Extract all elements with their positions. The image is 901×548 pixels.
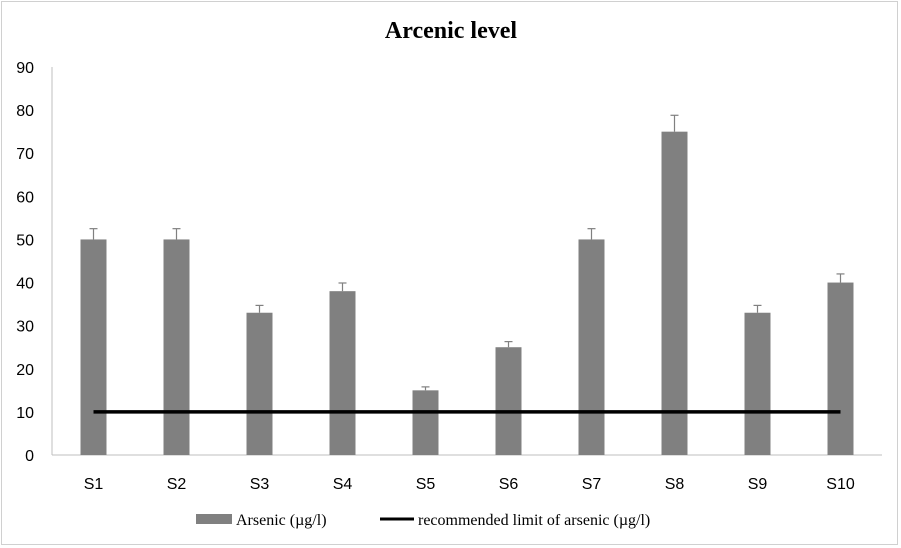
x-tick-label: S2 (167, 476, 187, 493)
x-axis: S1 S2 S3 S4 S5 S6 S7 S8 S9 S10 (52, 454, 882, 493)
y-tick-label: 70 (16, 146, 34, 163)
bar-s7 (578, 239, 605, 455)
bar-s6 (495, 347, 522, 455)
legend-label-arsenic: Arsenic (µg/l) (236, 512, 327, 529)
x-tick-label: S9 (748, 476, 768, 493)
y-tick-label: 50 (16, 232, 34, 249)
x-tick-label: S3 (250, 476, 270, 493)
bar-s8 (661, 131, 688, 455)
y-axis: 0 10 20 30 40 50 60 70 80 90 (16, 60, 53, 465)
bars (80, 131, 854, 455)
bar-s5 (412, 390, 439, 455)
chart-title: Arcenic level (385, 18, 517, 44)
y-tick-label: 60 (16, 189, 34, 206)
y-tick-label: 90 (16, 60, 34, 77)
x-tick-label: S4 (333, 476, 353, 493)
bar-s1 (80, 239, 107, 455)
y-tick-label: 80 (16, 103, 34, 120)
bar-s10 (827, 282, 854, 455)
legend-label-limit: recommended limit of arsenic (µg/l) (418, 512, 650, 529)
legend-swatch-arsenic (196, 514, 232, 524)
y-tick-label: 20 (16, 362, 34, 379)
bar-s3 (246, 312, 273, 455)
bar-s2 (163, 239, 190, 455)
x-tick-label: S10 (826, 476, 855, 493)
error-bars (89, 114, 845, 391)
x-tick-label: S5 (416, 476, 436, 493)
bar-s4 (329, 291, 356, 455)
y-tick-label: 0 (25, 448, 34, 465)
y-tick-label: 30 (16, 319, 34, 336)
y-tick-label: 40 (16, 276, 34, 293)
bar-s9 (744, 312, 771, 455)
x-tick-label: S7 (582, 476, 602, 493)
legend: Arsenic (µg/l) recommended limit of arse… (196, 512, 650, 529)
y-tick-label: 10 (16, 405, 34, 422)
x-tick-label: S6 (499, 476, 519, 493)
x-tick-label: S8 (665, 476, 685, 493)
x-tick-label: S1 (84, 476, 104, 493)
